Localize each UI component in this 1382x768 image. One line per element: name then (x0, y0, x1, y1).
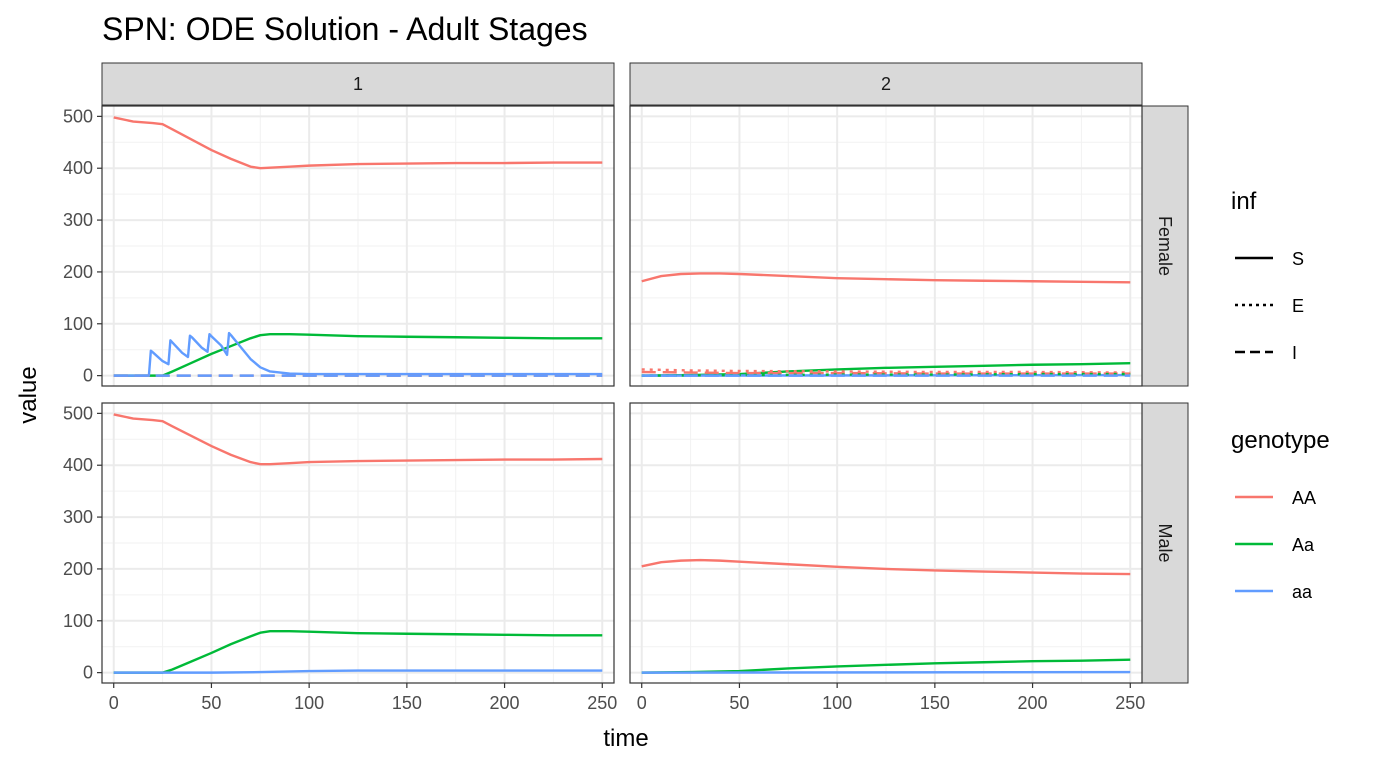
y-tick-label: 300 (63, 507, 93, 527)
x-axis-title: time (603, 725, 648, 752)
x-tick-label: 250 (1115, 693, 1145, 713)
facet-panels: 1 2FemaleMale0100200300400500010020030040… (63, 62, 1189, 713)
x-tick-label: 50 (201, 693, 221, 713)
legend-label: E (1292, 296, 1304, 316)
panel-border (629, 105, 1143, 387)
x-tick-label: 0 (637, 693, 647, 713)
y-tick-label: 300 (63, 210, 93, 230)
y-tick-label: 0 (83, 366, 93, 386)
legend-label: Aa (1292, 535, 1315, 555)
panel-1-female: 0 100 200 300 400 500 (63, 105, 615, 387)
y-axis-title: value (15, 366, 42, 423)
y-tick-label: 500 (63, 403, 93, 423)
legend-genotype: genotype AA Aa aa (1231, 427, 1330, 602)
column-strip-label: 2 (881, 74, 891, 94)
series-line-aa-S (641, 670, 1131, 674)
x-tick-label: 250 (587, 693, 617, 713)
x-tick-label: 50 (729, 693, 749, 713)
legend-label: I (1292, 343, 1297, 363)
x-tick-label: 100 (822, 693, 852, 713)
panel-border (101, 402, 615, 684)
row-strip-label: Female (1155, 216, 1175, 276)
series-line-Aa-E (641, 372, 1131, 377)
legend-title: inf (1231, 188, 1257, 215)
x-tick-label: 0 (109, 693, 119, 713)
series-line-AA-S (113, 413, 603, 466)
y-tick-label: 200 (63, 262, 93, 282)
row-strip-female (1141, 105, 1189, 387)
column-strip-label: 1 (353, 74, 363, 94)
row-strip-label: Male (1155, 523, 1175, 562)
series-group (641, 272, 1131, 377)
y-tick-label: 400 (63, 455, 93, 475)
row-strip-male (1141, 402, 1189, 684)
legend-label: AA (1292, 488, 1316, 508)
series-group (641, 558, 1131, 674)
panel-border (101, 105, 615, 387)
y-tick-label: 100 (63, 611, 93, 631)
chart-title: SPN: ODE Solution - Adult Stages (102, 11, 588, 47)
y-tick-label: 500 (63, 106, 93, 126)
y-tick-label: 200 (63, 559, 93, 579)
series-line-AA-I (641, 370, 1131, 375)
x-tick-label: 150 (392, 693, 422, 713)
y-tick-label: 0 (83, 663, 93, 683)
y-tick-label: 400 (63, 158, 93, 178)
series-line-AA-S (113, 116, 603, 170)
series-group (113, 116, 603, 377)
series-line-AA-S (641, 272, 1131, 284)
y-tick-label: 100 (63, 314, 93, 334)
legend-label: S (1292, 249, 1304, 269)
series-line-AA-E (641, 368, 1131, 374)
x-tick-label: 200 (1018, 693, 1048, 713)
series-line-aa-S (113, 331, 603, 377)
x-tick-label: 200 (490, 693, 520, 713)
panel-2-male: 0 50 100 150 200 250 (629, 402, 1145, 713)
legend-title: genotype (1231, 427, 1330, 454)
series-line-aa-S (113, 669, 603, 674)
series-group (113, 413, 603, 674)
column-strip-2 (629, 62, 1143, 106)
x-tick-label: 100 (294, 693, 324, 713)
x-tick-label: 150 (920, 693, 950, 713)
column-strip-1 (101, 62, 615, 106)
legend-inf: inf S E I (1231, 188, 1304, 363)
legend-label: aa (1292, 582, 1313, 602)
series-line-AA-S (641, 558, 1131, 576)
panel-2-female (629, 105, 1143, 387)
panel-border (629, 402, 1143, 684)
panel-1-male: 0 100 200 300 400 500 0 50 100 150 200 250 (63, 402, 617, 713)
